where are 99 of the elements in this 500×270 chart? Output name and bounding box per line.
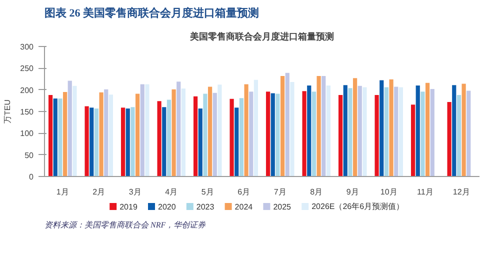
bar [198,108,202,176]
bar [316,76,321,176]
bar [239,98,244,176]
y-tick-label: 250 [20,64,34,74]
bar [326,86,331,176]
bar [280,76,285,176]
chart-subtitle: 美国零售商联合会月度进口箱量预测 [189,32,334,42]
bar [430,88,434,176]
bar [48,95,53,176]
legend-label: 2020 [158,202,176,212]
bar [398,87,404,176]
legend-label: 2025 [273,202,292,212]
bar [276,94,280,176]
x-tick-label: 2月 [92,188,106,196]
bar [410,104,416,176]
bar [135,94,140,176]
bar [68,80,72,176]
bar [58,98,62,176]
bar [266,92,270,176]
bar [338,95,343,176]
legend-label: 2019 [120,202,138,212]
bar [362,87,367,176]
x-tick-label: 11月 [416,188,434,196]
x-tick-label: 1月 [56,188,69,196]
y-tick-label: 50 [24,150,34,160]
bar [249,92,254,176]
bar [130,107,135,176]
bar [181,88,186,176]
bar [456,95,462,176]
legend-label: 2023 [196,202,215,212]
x-tick-label: 9月 [346,188,359,196]
bar [234,108,239,176]
x-tick-label: 5月 [201,188,214,196]
bar [218,84,222,176]
bar [307,86,312,176]
legend-label: 2024 [234,202,254,212]
x-tick-label: 8月 [310,188,323,196]
bar [172,89,176,176]
y-tick-label: 100 [20,129,34,138]
bar [244,84,248,176]
bar [302,91,306,176]
bar [176,82,181,176]
x-tick-label: 10月 [380,188,398,196]
y-tick-label: 0 [29,172,34,182]
bar [322,76,326,176]
x-tick-label: 3月 [128,188,142,196]
chart-title: 图表 26 美国零售商联合会月度进口箱量预测 [44,6,259,20]
y-tick-label: 300 [20,42,34,52]
bar [84,106,89,176]
bar [384,87,389,176]
y-tick-label: 200 [20,86,34,95]
bar [312,92,316,176]
bar [425,82,430,176]
bar [452,85,456,176]
bar [343,85,348,176]
x-tick-label: 12月 [452,188,470,196]
bar [203,94,208,176]
bar [193,96,198,176]
text: 资料来源：美国零售商联合会 NRF，华创证券 [44,220,207,230]
bar [94,108,99,176]
bar [108,94,114,176]
bar [99,92,104,176]
bar [140,84,144,176]
bar [254,80,258,176]
bar [120,108,126,176]
bar [380,80,384,176]
bar [126,108,130,176]
bar [358,86,362,176]
bar [53,98,58,176]
x-tick-label: 4月 [165,188,178,196]
bar [157,101,162,176]
bar [212,92,217,176]
bar [285,72,290,176]
bar [145,84,150,176]
bar [90,108,94,176]
bar [352,78,358,176]
bar [230,98,234,176]
bar [466,90,471,176]
bar [290,82,294,176]
bar [208,86,212,176]
bar [166,100,172,176]
x-tick-label: 6月 [238,188,250,196]
bar [162,107,166,176]
x-tick-label: 7月 [274,188,286,196]
bar [374,95,379,176]
bar [416,86,420,176]
legend-label: 2026E（26年6月预测值） [312,202,404,211]
bar [447,102,452,176]
bar [462,84,466,176]
bar [394,86,398,176]
y-axis-title: 万TEU [3,99,12,124]
bar [389,79,394,176]
bar [104,89,108,176]
bar [270,93,275,176]
bar [420,92,425,176]
bar [348,88,352,176]
bar [72,86,77,176]
bar [62,92,68,176]
y-tick-label: 150 [20,108,34,116]
